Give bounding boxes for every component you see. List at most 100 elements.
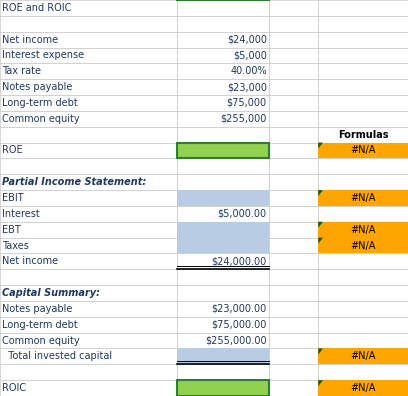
Bar (269, 174, 318, 190)
Bar (0, 143, 177, 158)
Text: $255,000: $255,000 (220, 114, 267, 124)
Bar (177, 222, 269, 238)
Text: #N/A: #N/A (350, 351, 376, 362)
Bar (177, 348, 269, 364)
Bar (318, 222, 408, 238)
Bar (318, 16, 408, 32)
Bar (177, 127, 269, 143)
Bar (318, 222, 408, 238)
Bar (177, 380, 269, 396)
Bar (318, 0, 408, 16)
Bar (177, 0, 269, 16)
Bar (269, 206, 318, 222)
Bar (269, 95, 318, 111)
Bar (318, 48, 408, 63)
Bar (318, 238, 408, 253)
Polygon shape (318, 238, 323, 244)
Bar (0, 79, 177, 95)
Bar (0, 174, 177, 190)
Bar (318, 380, 408, 396)
Bar (318, 348, 408, 364)
Bar (177, 222, 269, 238)
Polygon shape (318, 380, 323, 386)
Bar (318, 111, 408, 127)
Bar (318, 301, 408, 317)
Bar (318, 174, 408, 190)
Text: #N/A: #N/A (350, 225, 376, 235)
Bar (177, 143, 269, 158)
Text: Net income: Net income (2, 34, 59, 45)
Bar (177, 158, 269, 174)
Bar (318, 79, 408, 95)
Text: Notes payable: Notes payable (2, 82, 73, 92)
Bar (318, 380, 408, 396)
Bar (318, 190, 408, 206)
Bar (269, 143, 318, 158)
Bar (269, 190, 318, 206)
Text: $24,000: $24,000 (227, 34, 267, 45)
Bar (269, 269, 318, 285)
Text: $24,000.00: $24,000.00 (212, 256, 267, 267)
Bar (0, 32, 177, 48)
Bar (177, 238, 269, 253)
Bar (177, 269, 269, 285)
Text: #N/A: #N/A (350, 193, 376, 203)
Bar (177, 190, 269, 206)
Bar (177, 63, 269, 79)
Text: Capital Summary:: Capital Summary: (2, 288, 100, 298)
Bar (269, 48, 318, 63)
Bar (318, 269, 408, 285)
Bar (318, 285, 408, 301)
Bar (269, 238, 318, 253)
Bar (318, 364, 408, 380)
Text: Tax rate: Tax rate (2, 66, 42, 76)
Bar (318, 190, 408, 206)
Bar (0, 253, 177, 269)
Bar (269, 348, 318, 364)
Text: Common equity: Common equity (2, 114, 80, 124)
Text: ROE and ROIC: ROE and ROIC (2, 3, 72, 13)
Bar (0, 16, 177, 32)
Bar (0, 158, 177, 174)
Text: $255,000.00: $255,000.00 (205, 335, 267, 346)
Bar (318, 32, 408, 48)
Bar (177, 79, 269, 95)
Bar (318, 143, 408, 158)
Bar (318, 95, 408, 111)
Text: Net income: Net income (2, 256, 59, 267)
Bar (177, 333, 269, 348)
Bar (177, 16, 269, 32)
Bar (177, 111, 269, 127)
Bar (177, 32, 269, 48)
Bar (0, 206, 177, 222)
Bar (269, 380, 318, 396)
Text: Taxes: Taxes (2, 240, 29, 251)
Text: $75,000.00: $75,000.00 (211, 320, 267, 330)
Bar (318, 63, 408, 79)
Text: #N/A: #N/A (350, 240, 376, 251)
Text: EBT: EBT (2, 225, 21, 235)
Text: EBIT: EBIT (2, 193, 24, 203)
Bar (177, 317, 269, 333)
Bar (0, 63, 177, 79)
Bar (318, 127, 408, 143)
Bar (0, 48, 177, 63)
Bar (269, 0, 318, 16)
Text: Partial Income Statement:: Partial Income Statement: (2, 177, 147, 187)
Bar (177, 174, 269, 190)
Bar (318, 206, 408, 222)
Bar (269, 16, 318, 32)
Bar (177, 206, 269, 222)
Text: $5,000: $5,000 (233, 50, 267, 61)
Text: Total invested capital: Total invested capital (2, 351, 113, 362)
Bar (269, 285, 318, 301)
Bar (0, 333, 177, 348)
Bar (0, 269, 177, 285)
Bar (318, 348, 408, 364)
Bar (318, 238, 408, 253)
Bar (318, 253, 408, 269)
Bar (0, 301, 177, 317)
Bar (269, 222, 318, 238)
Bar (0, 364, 177, 380)
Text: Interest expense: Interest expense (2, 50, 84, 61)
